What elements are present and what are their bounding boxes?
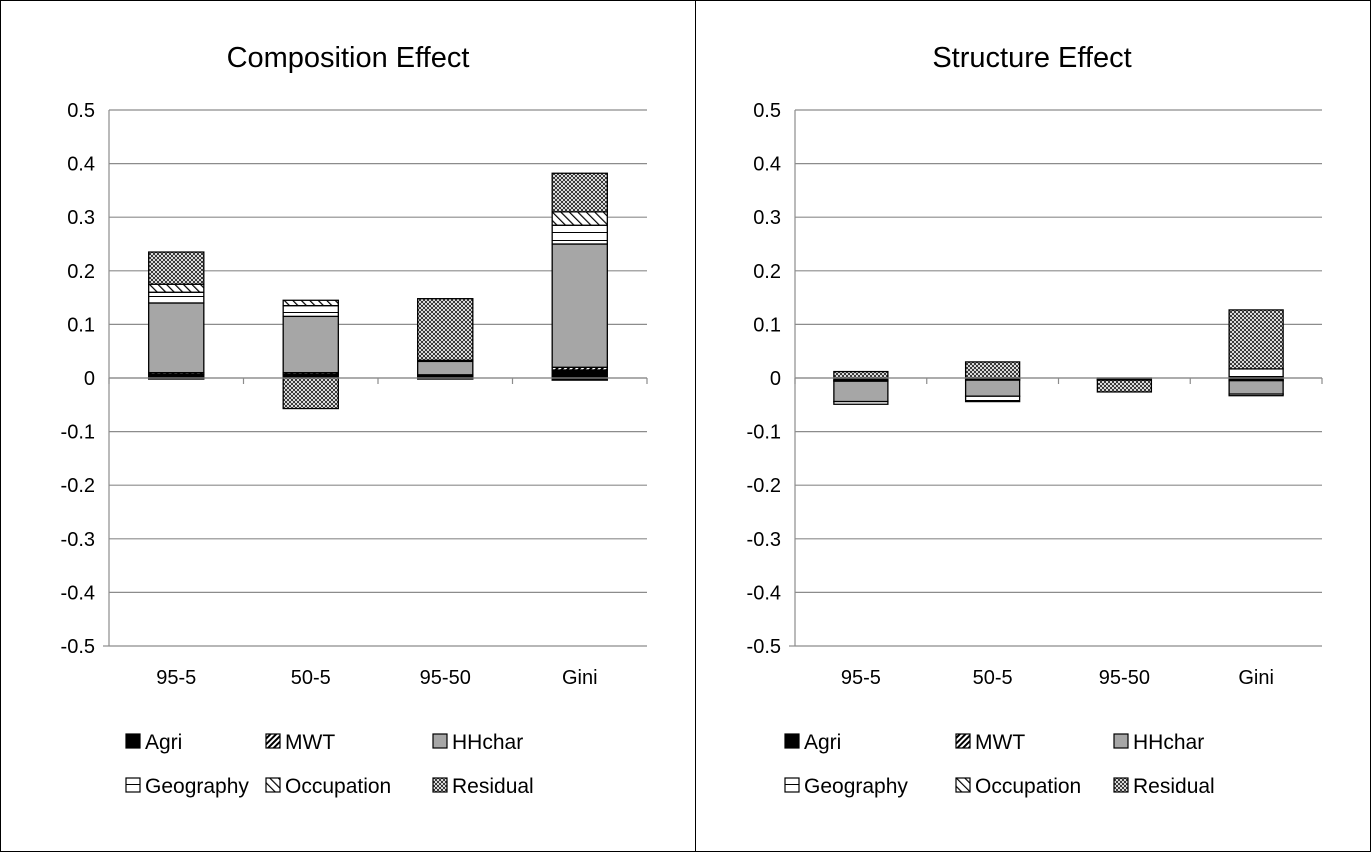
legend-swatch [1113, 777, 1129, 793]
legend-swatch [432, 733, 448, 749]
x-tick-label: Gini [562, 667, 598, 689]
structure-effect-chart: Structure Effect 0.5 0.4 0.3 0.2 0.1 0 -0.1 -0.… [747, 42, 1323, 798]
legend-swatch [955, 777, 971, 793]
legend-item-hhchar: HHchar [1113, 731, 1204, 754]
y-tick-label: -0.3 [61, 529, 95, 551]
bar-segment-geography [833, 400, 889, 405]
bar-segment-hhchar [964, 379, 1021, 397]
y-tick-label: -0.5 [747, 636, 781, 658]
y-tick-label: 0.1 [67, 314, 95, 336]
legend-label: MWT [975, 731, 1025, 754]
y-tick-label: -0.5 [61, 636, 95, 658]
y-tick-label: 0 [84, 368, 95, 390]
chart-title: Structure Effect [932, 42, 1131, 74]
bar-segment-hhchar [417, 360, 474, 376]
bar-segment-residual [417, 298, 474, 361]
legend-label: Occupation [975, 775, 1081, 798]
legend-label: HHchar [452, 731, 523, 754]
legend-swatch [265, 733, 281, 749]
y-tick-label: 0.2 [67, 261, 95, 283]
legend-swatch [432, 777, 448, 793]
legend-swatch [1113, 733, 1129, 749]
legend-label: HHchar [1133, 731, 1204, 754]
legend-item-residual: Residual [432, 775, 534, 798]
legend-label: Agri [804, 731, 841, 754]
legend-item-mwt: MWT [955, 731, 1025, 754]
bar-segment-residual [551, 172, 608, 213]
bar-segment-hhchar [833, 380, 889, 403]
bar-segment-residual [833, 370, 889, 379]
y-tick-label: 0 [770, 368, 781, 390]
legend-label: Occupation [285, 775, 391, 798]
y-tick-label: 0.1 [753, 314, 781, 336]
y-tick-label: -0.3 [747, 529, 781, 551]
legend-label: Geography [804, 775, 908, 798]
bar-segment-occupation [282, 299, 339, 307]
bar-segment-residual [964, 361, 1021, 379]
x-tick-label: 50-5 [973, 667, 1013, 689]
bar-segment-residual [282, 377, 339, 410]
y-tick-label: 0.5 [753, 100, 781, 122]
y-tick-label: 0.5 [67, 100, 95, 122]
y-tick-label: -0.1 [61, 422, 95, 444]
bar-segment-geography [964, 395, 1021, 403]
bar-segment-geography [282, 304, 339, 318]
legend-item-geography: Geography [125, 775, 249, 798]
legend-item-agri: Agri [784, 731, 841, 754]
legend-item-agri: Agri [125, 731, 182, 754]
bar-segment-residual [1096, 379, 1153, 393]
x-tick-label: 95-50 [420, 667, 471, 689]
chart-title: Composition Effect [227, 42, 470, 74]
x-tick-label: 95-50 [1099, 667, 1150, 689]
legend-item-occupation: Occupation [265, 775, 391, 798]
y-tick-label: 0.2 [753, 261, 781, 283]
legend-swatch [125, 777, 141, 793]
x-tick-label: 50-5 [291, 667, 331, 689]
bar-segment-hhchar [551, 243, 608, 368]
legend-label: MWT [285, 731, 335, 754]
x-tick-label: 95-5 [841, 667, 881, 689]
y-tick-label: -0.2 [61, 475, 95, 497]
legend-swatch [265, 777, 281, 793]
legend-item-geography: Geography [784, 775, 908, 798]
bar-segment-residual [148, 251, 205, 285]
bar-segment-hhchar [1228, 380, 1284, 395]
legend-label: Geography [145, 775, 249, 798]
y-tick-label: -0.4 [747, 582, 781, 604]
legend-swatch [955, 733, 971, 749]
bar-segment-geography [551, 224, 608, 245]
bar-segment-geography [1228, 368, 1284, 378]
x-tick-label: Gini [1238, 667, 1274, 689]
legend-label: Residual [1133, 775, 1215, 798]
y-tick-label: -0.4 [61, 582, 95, 604]
y-tick-label: -0.1 [747, 422, 781, 444]
structure-effect-panel: Structure Effect 0.5 0.4 0.3 0.2 0.1 0 -0.1 -0.… [695, 0, 1371, 852]
x-tick-label: 95-5 [156, 667, 196, 689]
legend-label: Agri [145, 731, 182, 754]
y-tick-label: 0.4 [753, 154, 781, 176]
composition-effect-chart: Composition Effect 0.5 0.4 0.3 0.2 0.1 0 -0.1 -… [61, 42, 648, 798]
legend-item-residual: Residual [1113, 775, 1215, 798]
legend-item-occupation: Occupation [955, 775, 1081, 798]
y-tick-label: 0.3 [753, 207, 781, 229]
bar-segment-agri [551, 369, 608, 379]
legend-swatch [784, 777, 800, 793]
legend-swatch [125, 733, 141, 749]
bar-segment-hhchar [282, 315, 339, 374]
legend-swatch [784, 733, 800, 749]
y-tick-label: 0.3 [67, 207, 95, 229]
legend-item-hhchar: HHchar [432, 731, 523, 754]
bar-segment-occupation [551, 211, 608, 226]
legend-item-mwt: MWT [265, 731, 335, 754]
legend-label: Residual [452, 775, 534, 798]
bar-segment-residual [1228, 309, 1284, 370]
bar-segment-hhchar [148, 302, 205, 374]
bar-segment-geography [148, 291, 205, 304]
y-tick-label: -0.2 [747, 475, 781, 497]
composition-effect-panel: Composition Effect 0.5 0.4 0.3 0.2 0.1 0 -0.1 -… [0, 0, 696, 852]
bar-segment-geography [1228, 393, 1284, 397]
y-tick-label: 0.4 [67, 154, 95, 176]
bar-segment-occupation [148, 283, 205, 293]
